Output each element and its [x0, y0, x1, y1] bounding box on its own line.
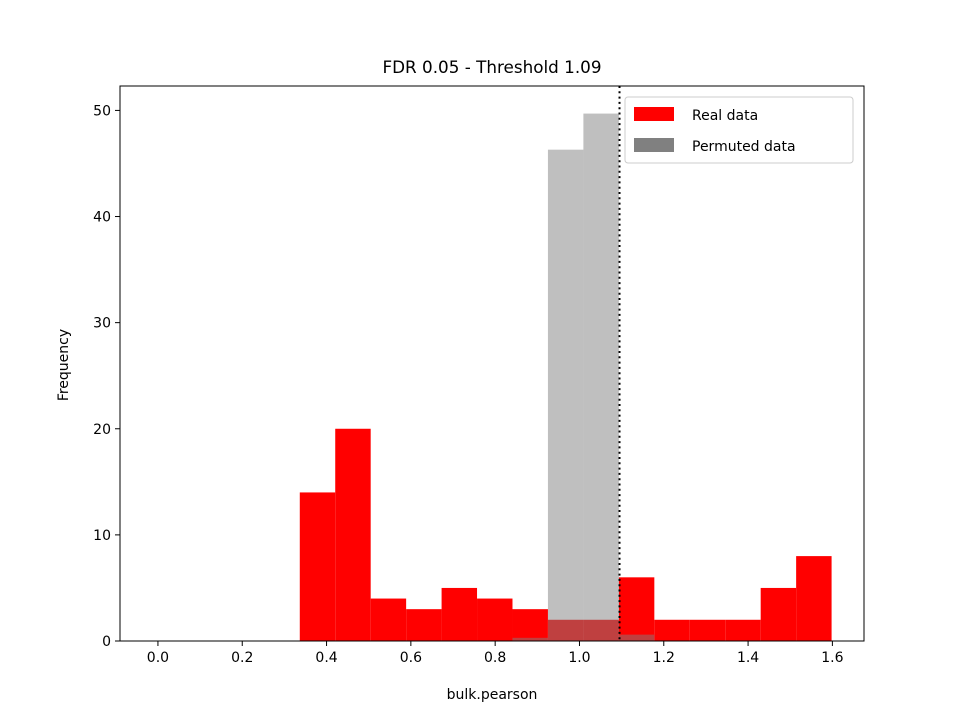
legend: Real data Permuted data [624, 96, 854, 164]
real-data-bar-12 [725, 619, 761, 641]
real-data-bar-6 [512, 609, 548, 641]
legend-label-real: Real data [692, 108, 758, 124]
x-axis-label: bulk.pearson [447, 687, 538, 703]
legend-label-permuted: Permuted data [692, 139, 796, 155]
real-data-bar-3 [406, 609, 442, 641]
x-tick-label-5: 1.0 [568, 650, 590, 666]
y-tick-label-3: 30 [93, 316, 111, 332]
y-tick-label-4: 40 [93, 210, 111, 226]
real-data-bar-1 [335, 428, 371, 641]
permuted-data-bar-3 [618, 634, 655, 641]
real-data-bar-0 [299, 492, 336, 641]
chart-title: FDR 0.05 - Threshold 1.09 [382, 57, 601, 77]
permuted-data-bar-2 [583, 113, 619, 641]
x-tick-label-6: 1.2 [653, 650, 675, 666]
x-tick-label-2: 0.4 [315, 650, 337, 666]
permuted-data-bar-1 [547, 149, 584, 641]
x-tick-label-4: 0.8 [484, 650, 506, 666]
real-data-bar-10 [654, 619, 690, 641]
y-tick-label-0: 0 [102, 634, 111, 650]
real-data-bar-14 [796, 556, 832, 641]
y-tick-label-5: 50 [93, 103, 111, 119]
real-data-bar-5 [477, 598, 513, 641]
legend-swatch-permuted [634, 138, 674, 152]
y-tick-label-1: 10 [93, 528, 111, 544]
real-data-bar-13 [760, 587, 797, 641]
x-tick-label-0: 0.0 [147, 650, 169, 666]
real-data-bar-9 [618, 577, 655, 641]
permuted-data-bars [512, 113, 655, 641]
legend-swatch-real [634, 107, 674, 121]
x-tick-label-8: 1.6 [821, 650, 843, 666]
real-data-bar-11 [689, 619, 726, 641]
y-axis-ticks: 0 10 20 30 40 50 [93, 103, 120, 650]
real-data-bar-4 [441, 587, 478, 641]
x-tick-label-7: 1.4 [737, 650, 759, 666]
axes-frame [119, 85, 865, 642]
x-axis-ticks: 0.0 0.2 0.4 0.6 0.8 1.0 1.2 1.4 1.6 [147, 641, 844, 666]
y-axis-label: Frequency [56, 329, 72, 401]
x-tick-label-3: 0.6 [400, 650, 422, 666]
legend-frame [624, 96, 854, 164]
x-tick-label-1: 0.2 [231, 650, 253, 666]
y-tick-label-2: 20 [93, 422, 111, 438]
permuted-data-bar-0 [512, 637, 548, 641]
real-data-bar-2 [370, 598, 407, 641]
